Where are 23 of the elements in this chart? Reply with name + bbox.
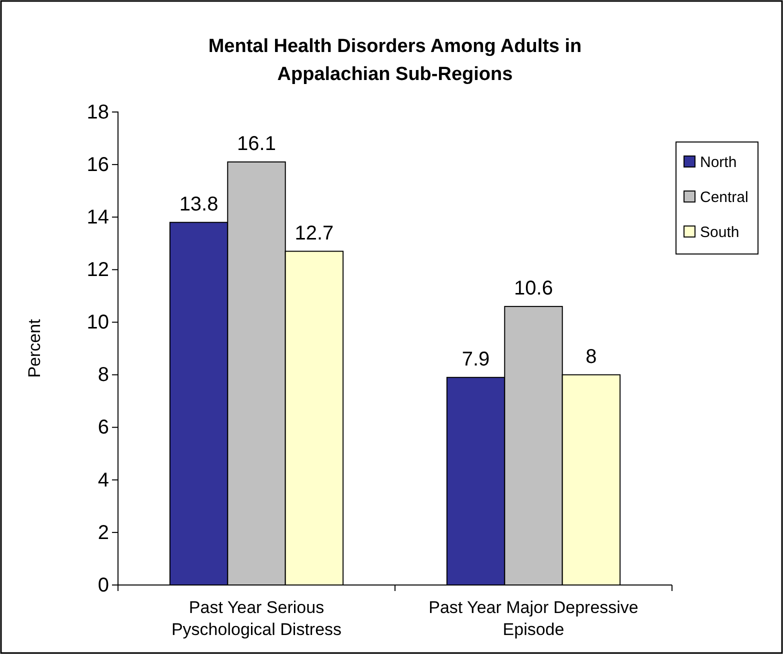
data-label: 13.8	[179, 193, 218, 216]
y-tick-label: 12	[86, 259, 109, 282]
y-axis-title: Percent	[25, 318, 44, 378]
data-label: 8	[586, 346, 597, 368]
x-tick-label: Past Year Serious Pyschological Distress	[171, 598, 342, 639]
y-tick-label: 18	[86, 101, 109, 124]
x-tick-label: Past Year Major Depressive Episode	[428, 598, 638, 639]
y-tick-label: 0	[98, 574, 109, 596]
y-tick-label: 8	[98, 364, 109, 386]
y-tick-label: 10	[86, 312, 109, 334]
data-label: 7.9	[462, 348, 490, 370]
y-tick-label: 2	[98, 522, 109, 544]
y-tick-label: 16	[86, 154, 109, 176]
legend-label: North	[700, 154, 737, 171]
y-tick-label: 14	[86, 206, 109, 229]
legend-label: Central	[700, 189, 748, 206]
data-label: 12.7	[294, 222, 334, 244]
y-tick-label: 4	[98, 469, 109, 492]
data-label: 16.1	[237, 132, 276, 155]
y-tick-label: 6	[98, 416, 109, 439]
data-label: 10.6	[514, 277, 553, 300]
legend-label: South	[700, 224, 740, 241]
chart-title: Mental Health Disorders Among Adults in Appalachian Sub-Regions	[208, 36, 582, 85]
